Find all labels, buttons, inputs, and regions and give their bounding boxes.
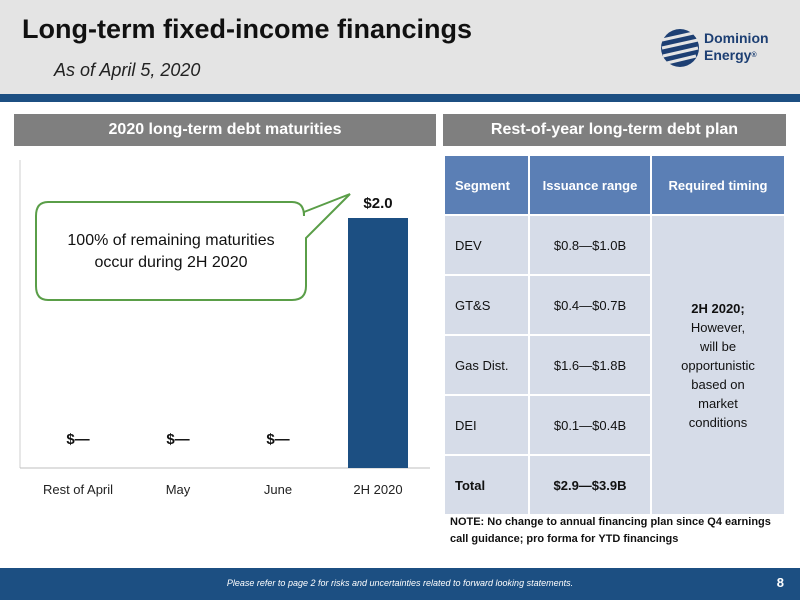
logo-line-2: Energy xyxy=(704,47,752,63)
logo-line-1: Dominion xyxy=(704,30,769,46)
tick-label-2: June xyxy=(264,482,292,497)
table-row: GT&S $0.4—$0.7B xyxy=(443,274,785,336)
table-row: DEI $0.1—$0.4B xyxy=(443,394,785,456)
timing-line: based on xyxy=(691,376,745,392)
data-label-0: $— xyxy=(66,431,89,448)
tick-label-3: 2H 2020 xyxy=(353,482,402,497)
callout-line-2: occur during 2H 2020 xyxy=(94,254,248,271)
logo-registered-mark: ® xyxy=(751,52,757,59)
data-label-2: $— xyxy=(266,431,289,448)
timing-bold: 2H 2020; xyxy=(691,300,745,316)
logo-mark-icon xyxy=(661,29,699,67)
timing-cell: 2H 2020; However, will be opportunistic … xyxy=(650,214,786,516)
timing-line: conditions xyxy=(688,414,748,430)
timing-line: However, xyxy=(690,319,746,335)
data-label-3: $2.0 xyxy=(363,195,392,212)
right-panel-heading: Rest-of-year long-term debt plan xyxy=(443,114,786,146)
footer-disclaimer: Please refer to page 2 for risks and unc… xyxy=(226,578,574,588)
table-total-row: Total $2.9—$3.9B xyxy=(443,454,785,516)
table-row: DEV $0.8—$1.0B 2H 2020; However, will be… xyxy=(443,214,786,516)
callout-line-1: 100% of remaining maturities xyxy=(67,232,275,249)
bar-3 xyxy=(348,218,408,468)
table-header-row: Segment Issuance range Required timing xyxy=(443,154,786,216)
financing-note: NOTE: No change to annual financing plan… xyxy=(450,516,771,545)
timing-line: opportunistic xyxy=(681,357,755,373)
range-cell: $0.4—$0.7B xyxy=(528,274,652,336)
footer-band: Please refer to page 2 for risks and unc… xyxy=(0,568,800,600)
callout-bubble xyxy=(35,193,351,301)
page-subtitle: As of April 5, 2020 xyxy=(54,60,201,80)
page-number: 8 xyxy=(776,575,784,590)
header-rule xyxy=(0,94,800,102)
page-title: Long-term fixed-income financings xyxy=(22,14,473,44)
col-header-segment: Segment xyxy=(443,154,530,216)
debt-plan-table: Segment Issuance range Required timing D… xyxy=(443,154,786,516)
timing-line: will be xyxy=(699,338,737,354)
segment-cell: GT&S xyxy=(443,274,530,336)
tick-label-0: Rest of April xyxy=(43,482,113,497)
segment-cell: DEV xyxy=(443,214,530,276)
col-header-required-timing: Required timing xyxy=(650,154,786,216)
dominion-energy-logo: Dominion Energy® xyxy=(660,26,790,70)
col-header-issuance-range: Issuance range xyxy=(528,154,652,216)
maturities-chart: $— Rest of April $— May $— June $2.0 2H 2020 10… xyxy=(14,150,436,510)
range-cell: $0.8—$1.0B xyxy=(528,214,652,276)
total-range-cell: $2.9—$3.9B xyxy=(528,454,652,516)
total-segment-cell: Total xyxy=(443,454,530,516)
data-label-1: $— xyxy=(166,431,189,448)
left-panel-heading: 2020 long-term debt maturities xyxy=(14,114,436,146)
timing-line: market xyxy=(698,395,738,411)
header-band: Long-term fixed-income financings As of … xyxy=(0,0,800,94)
segment-cell: DEI xyxy=(443,394,530,456)
maturities-chart-svg: $— Rest of April $— May $— June $2.0 2H 2020 xyxy=(19,160,430,497)
table-row: Gas Dist. $1.6—$1.8B xyxy=(443,334,785,396)
segment-cell: Gas Dist. xyxy=(443,334,530,396)
range-cell: $0.1—$0.4B xyxy=(528,394,652,456)
range-cell: $1.6—$1.8B xyxy=(528,334,652,396)
tick-label-1: May xyxy=(166,482,191,497)
